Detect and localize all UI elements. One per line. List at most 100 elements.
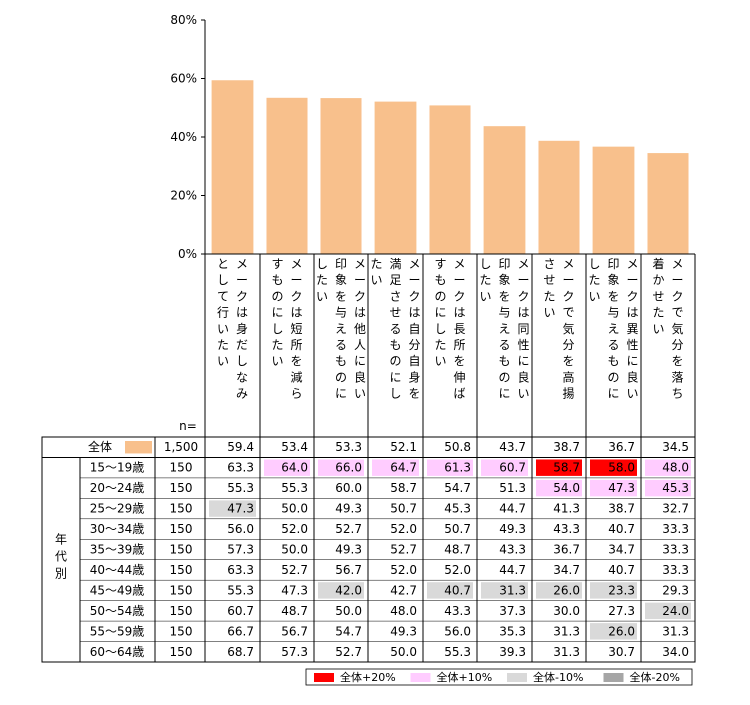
- table-cell: 55.3: [227, 583, 254, 597]
- table-cell: 37.3: [499, 604, 526, 618]
- table-cell: 31.3: [553, 624, 580, 638]
- category-label-char: ク: [236, 289, 248, 303]
- category-label-char: ー: [562, 273, 574, 287]
- category-label-char: と: [217, 257, 229, 271]
- category-label-char: た: [652, 306, 664, 320]
- table-cell: 60.7: [227, 604, 254, 618]
- row-n: 150: [170, 604, 193, 618]
- table-cell: 50.0: [335, 604, 362, 618]
- category-label-char: た: [543, 289, 555, 303]
- category-label-char: し: [271, 322, 283, 336]
- category-label-char: 自: [408, 322, 420, 336]
- table-cell: 40.7: [444, 583, 471, 597]
- bar: [483, 126, 526, 254]
- category-label-char: 良: [626, 369, 638, 384]
- category-label-char: ク: [354, 289, 366, 303]
- table-cell: 30.0: [553, 604, 580, 618]
- total-value: 59.4: [227, 440, 254, 454]
- category-label-char: 他: [354, 322, 366, 336]
- category-label-char: 異: [626, 322, 638, 336]
- category-label-char: 気: [671, 321, 683, 336]
- category-label-char: メ: [290, 257, 302, 271]
- highlight-cell: [427, 459, 473, 476]
- category-label-char: 気: [562, 321, 574, 336]
- bar: [538, 140, 580, 254]
- table-cell: 35.3: [499, 624, 526, 638]
- highlight-cell: [590, 459, 637, 476]
- group-label-char: 別: [55, 567, 67, 581]
- legend-label: 全体+10%: [437, 670, 493, 684]
- category-label-char: し: [236, 354, 248, 368]
- y-tick-label: 60%: [170, 72, 197, 86]
- category-label-char: 短: [290, 322, 302, 336]
- category-label-char: メ: [517, 257, 529, 271]
- legend-label: 全体+20%: [340, 670, 396, 684]
- total-value: 53.4: [281, 440, 308, 454]
- table-cell: 42.7: [390, 583, 417, 597]
- legend-swatch: [603, 673, 624, 682]
- category-label-char: メ: [236, 257, 248, 271]
- highlight-cell: [318, 459, 364, 476]
- category-label-char: 行: [217, 306, 229, 320]
- category-label-char: い: [626, 387, 638, 401]
- bar: [374, 101, 417, 254]
- category-label-char: を: [408, 387, 420, 401]
- category-label-char: も: [434, 273, 446, 287]
- table-cell: 55.3: [281, 481, 308, 495]
- row-n: 150: [170, 502, 193, 516]
- table-cell: 43.3: [499, 543, 526, 557]
- category-label-char: ー: [453, 273, 465, 287]
- table-cell: 31.3: [553, 645, 580, 659]
- total-value: 38.7: [553, 440, 580, 454]
- category-label-char: の: [335, 370, 347, 384]
- group-label-char: 年: [55, 533, 67, 547]
- category-label-char: ク: [290, 289, 302, 303]
- row-n: 150: [170, 461, 193, 475]
- category-label-char: ー: [408, 273, 420, 287]
- bar: [592, 146, 635, 254]
- row-label: 25～29歳: [90, 502, 145, 516]
- category-label-char: る: [389, 322, 401, 336]
- legend-label: 全体-10%: [533, 670, 583, 684]
- table-cell: 40.7: [608, 522, 635, 536]
- category-label-char: 人: [354, 338, 366, 352]
- legend-swatch: [410, 673, 431, 682]
- table-cell: 33.3: [662, 522, 689, 536]
- highlight-cell: [481, 582, 528, 599]
- category-label-char: い: [434, 354, 446, 368]
- total-n: 1,500: [164, 440, 198, 454]
- table-cell: 49.3: [335, 543, 362, 557]
- category-label-char: ク: [562, 289, 574, 303]
- category-label-char: の: [389, 354, 401, 368]
- table-cell: 58.7: [390, 481, 417, 495]
- row-n: 150: [170, 583, 193, 597]
- table-cell: 52.0: [390, 522, 417, 536]
- category-label-char: え: [607, 322, 619, 336]
- category-label-char: し: [316, 257, 328, 271]
- category-label-char: メ: [562, 257, 574, 271]
- category-label-char: 身: [236, 321, 248, 336]
- table-cell: 48.0: [390, 604, 417, 618]
- category-label-char: 性: [626, 338, 638, 352]
- category-label-char: 揚: [562, 387, 574, 401]
- table-cell: 61.3: [444, 461, 471, 475]
- bar: [647, 153, 689, 254]
- table-cell: 30.7: [608, 645, 635, 659]
- category-label-char: は: [453, 306, 465, 320]
- table-cell: 40.7: [608, 563, 635, 577]
- category-label-char: し: [217, 273, 229, 287]
- category-label-char: て: [217, 289, 229, 303]
- category-label-char: は: [626, 306, 638, 320]
- category-label-char: た: [479, 273, 491, 287]
- highlight-cell: [427, 582, 473, 599]
- row-n: 150: [170, 645, 193, 659]
- table-cell: 38.7: [608, 502, 635, 516]
- category-label-char: い: [217, 354, 229, 368]
- category-label-char: い: [543, 306, 555, 320]
- table-cell: 34.7: [608, 543, 635, 557]
- table-cell: 64.0: [281, 461, 308, 475]
- y-tick-label: 40%: [170, 130, 197, 144]
- bar: [211, 80, 254, 254]
- category-label-char: え: [498, 322, 510, 336]
- category-label-char: も: [271, 273, 283, 287]
